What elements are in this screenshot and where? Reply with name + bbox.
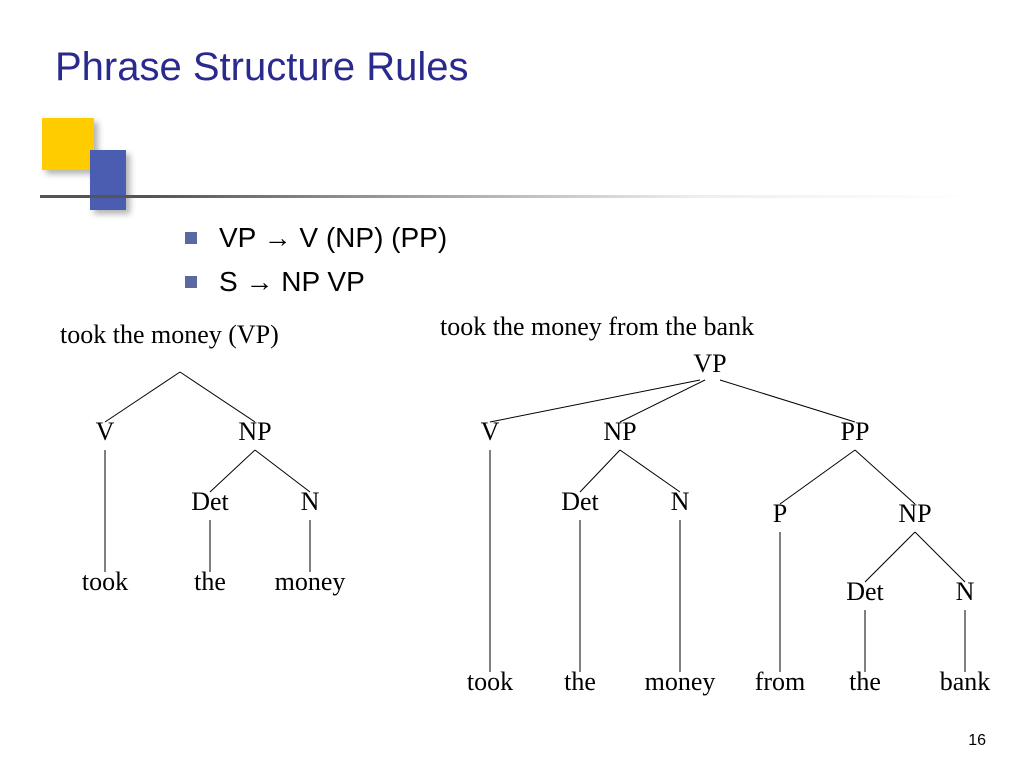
bullet-item: VP → V (NP) (PP): [185, 222, 447, 254]
tree-node: Det: [191, 487, 229, 516]
tree-node: N: [671, 487, 690, 516]
bullet-item: S → NP VP: [185, 266, 447, 298]
tree2-caption: took the money from the bank: [440, 312, 754, 342]
tree-node: took: [82, 567, 128, 596]
bullet-marker-icon: [185, 276, 197, 288]
syntax-tree-1: V NP Det Ntook the money: [10, 350, 370, 620]
deco-blue-block: [90, 150, 126, 210]
slide-title: Phrase Structure Rules: [55, 45, 469, 90]
tree-node: V: [481, 417, 500, 446]
page-number: 16: [968, 732, 986, 750]
bullet-list: VP → V (NP) (PP) S → NP VP: [185, 222, 447, 310]
tree-node: took: [467, 667, 513, 696]
deco-yellow-block: [42, 118, 94, 170]
tree-node: N: [956, 577, 975, 606]
tree-node: P: [773, 499, 787, 528]
tree-node: bank: [940, 667, 991, 696]
tree1-caption: took the money (VP): [60, 320, 279, 350]
tree-node: the: [849, 667, 881, 696]
tree-node: money: [275, 567, 346, 596]
tree-node: NP: [603, 417, 636, 446]
bullet-text: S → NP VP: [219, 266, 365, 298]
bullet-text: VP → V (NP) (PP): [219, 222, 447, 254]
tree-node: V: [96, 417, 115, 446]
syntax-tree-2: VPVNPPPDetNPNPDetNtookthemoneyfromtheban…: [420, 350, 1010, 730]
tree-node: N: [301, 487, 320, 516]
tree-node: NP: [238, 417, 271, 446]
tree-node: Det: [846, 577, 884, 606]
tree-node: VP: [693, 350, 726, 378]
tree-node: money: [645, 667, 716, 696]
bullet-marker-icon: [185, 232, 197, 244]
tree-node: NP: [898, 499, 931, 528]
tree-node: Det: [561, 487, 599, 516]
tree-node: PP: [841, 417, 870, 446]
tree-node: the: [564, 667, 596, 696]
tree-node: the: [194, 567, 226, 596]
tree-node: from: [755, 667, 806, 696]
divider-line: [40, 195, 980, 198]
